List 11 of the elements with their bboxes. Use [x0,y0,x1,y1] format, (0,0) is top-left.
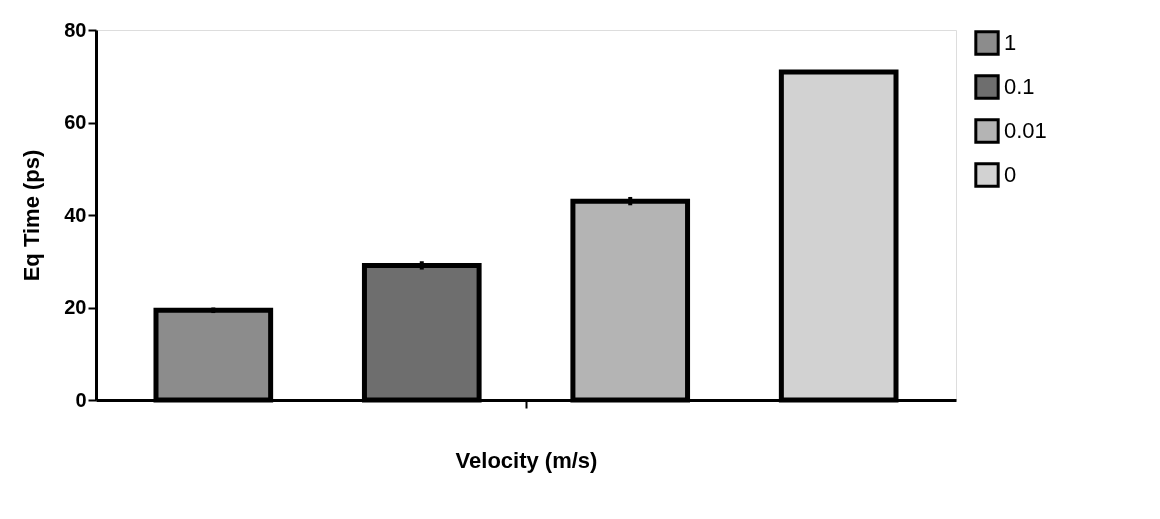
legend-label: 0.1 [1004,74,1035,99]
y-tick-label: 60 [64,111,87,133]
y-axis-title: Eq Time (ps) [19,149,45,282]
legend-label: 1 [1004,30,1017,55]
y-tick-label: 20 [64,296,87,318]
y-tick-label: 0 [75,388,87,411]
legend-label: 0 [1004,162,1017,187]
legend-label: 0.01 [1004,118,1047,143]
y-tick-label: 80 [64,18,87,41]
y-tick-label: 40 [64,203,87,226]
x-axis-title: Velocity (m/s) [455,447,598,473]
